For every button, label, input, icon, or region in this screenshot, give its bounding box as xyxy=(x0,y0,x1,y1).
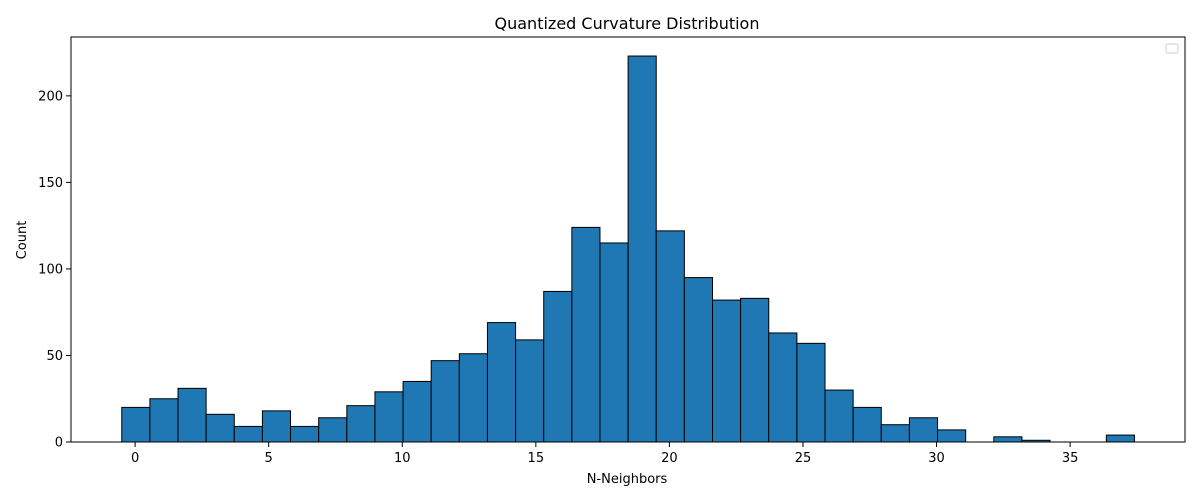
y-tick-label: 200 xyxy=(38,89,63,104)
histogram-bar xyxy=(880,424,910,443)
x-axis-label: N-Neighbors xyxy=(587,472,668,487)
y-tick-label: 0 xyxy=(55,436,63,451)
histogram-bar xyxy=(852,406,882,443)
histogram-bar xyxy=(290,425,320,443)
y-tick-label: 50 xyxy=(46,349,63,364)
histogram-bar xyxy=(937,429,967,443)
x-tick-label: 20 xyxy=(661,451,678,466)
histogram-bar xyxy=(177,387,207,443)
histogram-bar xyxy=(486,322,517,443)
y-axis-label: Count xyxy=(15,221,30,260)
x-axis-ticks: 0 5 10 15 20 25 30 35 xyxy=(131,442,1078,466)
x-tick-label: 30 xyxy=(928,451,945,466)
histogram-bar xyxy=(711,299,742,443)
histogram-bar xyxy=(318,417,348,443)
histogram-bar xyxy=(655,230,685,443)
x-tick-label: 0 xyxy=(131,451,139,466)
histogram-bar xyxy=(683,277,713,443)
histogram-bar xyxy=(430,360,460,443)
y-tick-label: 150 xyxy=(38,176,63,191)
histogram-bar xyxy=(908,417,939,443)
x-tick-label: 15 xyxy=(528,451,545,466)
histogram-bar xyxy=(149,398,179,443)
histogram-bar xyxy=(543,290,573,443)
histogram-bar xyxy=(515,339,545,443)
histogram-bar xyxy=(261,410,292,443)
histogram-bar xyxy=(402,380,432,443)
legend-box xyxy=(1165,43,1179,54)
histogram-bar xyxy=(993,436,1023,443)
histogram-bar xyxy=(205,413,235,443)
x-tick-label: 35 xyxy=(1062,451,1079,466)
x-tick-label: 5 xyxy=(265,451,273,466)
histogram-bar xyxy=(458,353,488,443)
histogram-bar xyxy=(627,55,657,443)
histogram-bar xyxy=(796,342,826,443)
y-axis-ticks: 0 50 100 150 200 xyxy=(38,89,71,451)
histogram-bar xyxy=(740,297,770,443)
histogram-bar xyxy=(599,242,629,443)
histogram-bar xyxy=(233,425,263,443)
histogram-bar xyxy=(346,405,376,443)
chart-title: Quantized Curvature Distribution xyxy=(495,14,760,33)
histogram-bar xyxy=(824,389,854,443)
plot-frame xyxy=(70,36,1186,443)
x-tick-label: 10 xyxy=(394,451,411,466)
histogram-bar xyxy=(768,332,798,443)
histogram-bar xyxy=(1105,434,1135,443)
x-tick-label: 25 xyxy=(795,451,812,466)
histogram-bar xyxy=(374,391,404,443)
bars-group xyxy=(121,55,1135,443)
y-tick-label: 100 xyxy=(38,262,63,277)
histogram-bar xyxy=(121,406,151,443)
histogram-bar xyxy=(571,226,601,443)
